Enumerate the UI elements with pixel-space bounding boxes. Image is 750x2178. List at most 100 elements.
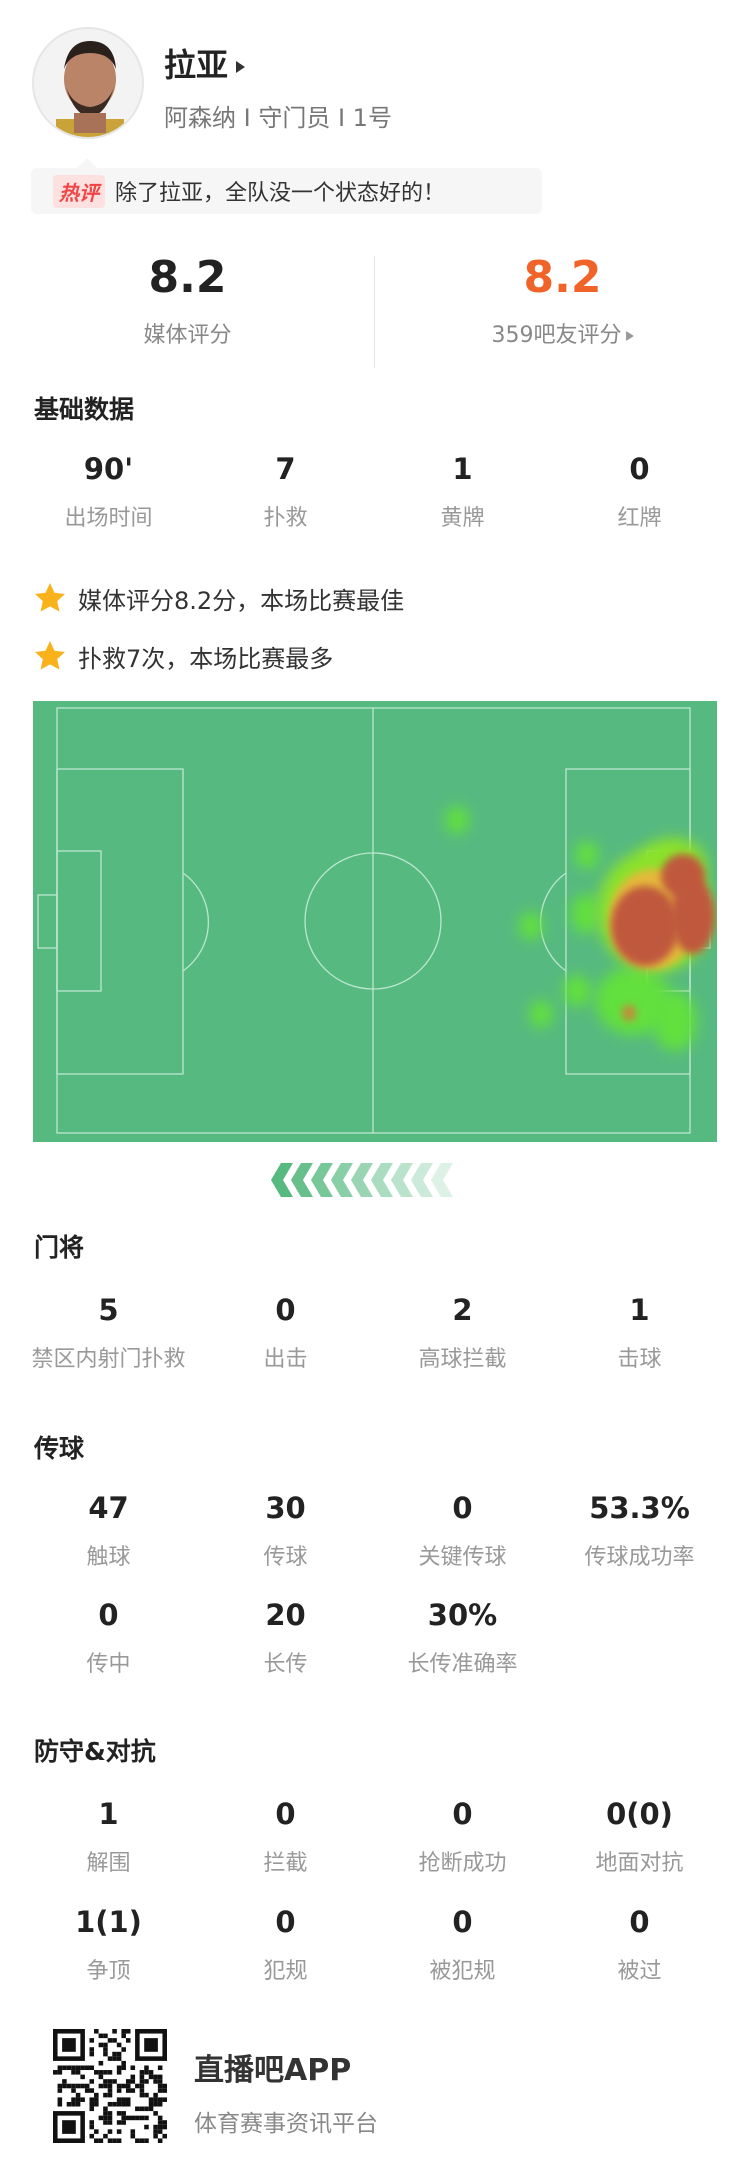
stat-item: 7 扑救 <box>197 452 374 532</box>
stat-value: 0 <box>275 1797 296 1831</box>
stat-label: 被过 <box>617 1959 662 1984</box>
heat-spot <box>563 975 591 1007</box>
stat-value: 0 <box>629 1905 650 1939</box>
section-title-defense: 防守&对抗 <box>34 1737 156 1766</box>
stat-value: 1 <box>452 452 473 486</box>
stat-label: 传球成功率 <box>584 1545 695 1570</box>
basic-stats: 90' 出场时间 7 扑救 1 黄牌 0 红牌 <box>0 452 750 532</box>
heat-spot <box>529 1000 553 1028</box>
stat-label: 拦截 <box>263 1851 308 1876</box>
stat-label: 出场时间 <box>64 506 153 531</box>
stat-item: 1 击球 <box>551 1293 728 1373</box>
chevron-left-icon <box>431 1163 453 1197</box>
heat-spot <box>653 991 697 1051</box>
goalkeeping-stats: 5 禁区内射门扑救 0 出击 2 高球拦截 1 击球 <box>0 1293 750 1373</box>
stat-item: 47 触球 <box>20 1491 197 1571</box>
stat-item: 2 高球拦截 <box>374 1293 551 1373</box>
heat-spot <box>671 878 715 954</box>
stat-value: 30 <box>265 1491 306 1525</box>
highlight-item: 媒体评分8.2分，本场比赛最佳 <box>32 580 404 616</box>
stat-item: 0(0) 地面对抗 <box>551 1797 728 1877</box>
stat-value: 0 <box>452 1905 473 1939</box>
stat-label: 出击 <box>263 1347 308 1372</box>
highlight-item: 扑救7次，本场比赛最多 <box>32 638 333 674</box>
app-slogan: 体育赛事资讯平台 <box>194 2111 378 2137</box>
defense-stats-row2: 1(1) 争顶 0 犯规 0 被犯规 0 被过 <box>0 1905 750 1985</box>
player-name[interactable]: 拉亚 <box>164 40 246 86</box>
stat-item: 90' 出场时间 <box>20 452 197 532</box>
hot-comment[interactable]: 热评 除了拉亚，全队没一个状态好的！ <box>31 158 542 214</box>
fan-rating[interactable]: 8.2 359吧友评分 <box>375 252 750 349</box>
stat-value: 0 <box>98 1598 119 1632</box>
player-avatar[interactable] <box>32 27 144 139</box>
heat-spot <box>611 886 679 966</box>
stat-label: 犯规 <box>263 1959 308 1984</box>
heat-spot <box>622 1005 636 1021</box>
stat-item: 30% 长传准确率 <box>374 1598 551 1678</box>
stat-label: 禁区内射门扑救 <box>31 1347 186 1372</box>
arrow-right-icon <box>625 331 634 341</box>
stat-label: 争顶 <box>86 1959 131 1984</box>
heat-spot <box>595 967 671 1035</box>
stat-value: 53.3% <box>589 1491 690 1525</box>
stat-item: 20 长传 <box>197 1598 374 1678</box>
chevron-left-icon <box>271 1163 293 1197</box>
player-info: 阿森纳 I 守门员 I 1号 <box>164 104 392 132</box>
stat-value: 20 <box>265 1598 306 1632</box>
stat-value: 47 <box>88 1491 129 1525</box>
stat-value: 90' <box>83 452 134 486</box>
stat-label: 触球 <box>86 1545 131 1570</box>
stat-value: 0 <box>452 1797 473 1831</box>
stat-item: 0 犯规 <box>197 1905 374 1985</box>
stat-value: 1 <box>629 1293 650 1327</box>
stat-label: 关键传球 <box>418 1545 507 1570</box>
stat-value: 0 <box>452 1491 473 1525</box>
stat-item: 1 解围 <box>20 1797 197 1877</box>
star-icon <box>35 583 65 612</box>
stat-value: 0 <box>275 1905 296 1939</box>
stat-item: 0 被犯规 <box>374 1905 551 1985</box>
stat-label: 黄牌 <box>440 506 485 531</box>
stat-label: 传球 <box>263 1545 308 1570</box>
heat-spot <box>571 894 599 934</box>
stat-value: 1(1) <box>75 1905 142 1939</box>
stat-value: 0 <box>275 1293 296 1327</box>
stat-label: 长传准确率 <box>407 1652 518 1677</box>
attack-direction-indicator <box>271 1163 453 1197</box>
stat-item: 0 拦截 <box>197 1797 374 1877</box>
stat-value: 0(0) <box>606 1797 673 1831</box>
chevron-left-icon <box>311 1163 333 1197</box>
section-title-goalkeeping: 门将 <box>34 1233 85 1262</box>
hot-comment-text: 除了拉亚，全队没一个状态好的！ <box>115 181 446 206</box>
stat-item: 5 禁区内射门扑救 <box>20 1293 197 1373</box>
passing-stats-row2: 0 传中 20 长传 30% 长传准确率 <box>0 1598 750 1678</box>
chevron-left-icon <box>371 1163 393 1197</box>
stat-item: 1(1) 争顶 <box>20 1905 197 1985</box>
stat-item: 0 关键传球 <box>374 1491 551 1571</box>
stat-label: 解围 <box>86 1851 131 1876</box>
hot-comment-tag: 热评 <box>53 174 105 208</box>
section-title-passing: 传球 <box>34 1434 85 1463</box>
stat-label: 传中 <box>86 1652 131 1677</box>
stat-label: 地面对抗 <box>595 1851 684 1876</box>
app-name: 直播吧APP <box>194 2053 352 2088</box>
stat-label: 高球拦截 <box>418 1347 507 1372</box>
chevron-left-icon <box>411 1163 433 1197</box>
stat-label: 被犯规 <box>429 1959 496 1984</box>
stat-value: 1 <box>98 1797 119 1831</box>
stat-value: 7 <box>275 452 296 486</box>
stat-label: 红牌 <box>617 506 662 531</box>
stat-value: 5 <box>98 1293 119 1327</box>
arrow-right-icon <box>236 61 246 73</box>
stat-label: 扑救 <box>263 506 308 531</box>
stat-label: 击球 <box>617 1347 662 1372</box>
divider <box>374 256 375 368</box>
stat-value: 2 <box>452 1293 473 1327</box>
heat-spot <box>445 806 469 834</box>
stat-item: 0 被过 <box>551 1905 728 1985</box>
stat-item: 53.3% 传球成功率 <box>551 1491 728 1571</box>
chevron-left-icon <box>291 1163 313 1197</box>
section-title-basic: 基础数据 <box>34 395 135 424</box>
stat-item: 0 抢断成功 <box>374 1797 551 1877</box>
stat-label: 长传 <box>263 1652 308 1677</box>
